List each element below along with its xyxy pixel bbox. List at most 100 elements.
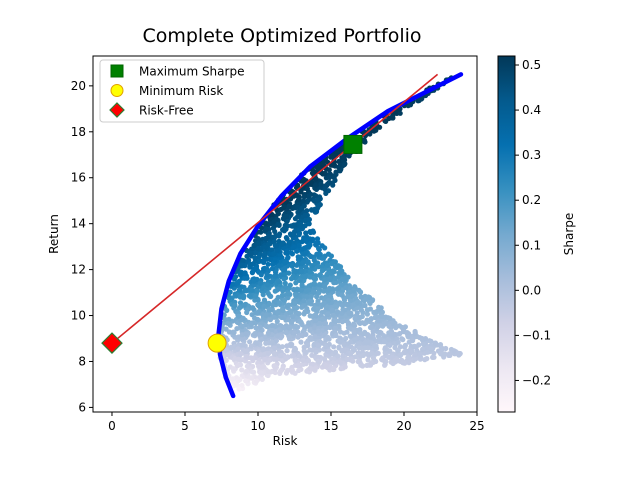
scatter-point — [296, 197, 302, 203]
scatter-point — [232, 302, 238, 309]
scatter-point — [252, 315, 258, 321]
scatter-point — [341, 162, 347, 168]
scatter-point — [336, 285, 342, 291]
scatter-point — [396, 331, 402, 337]
scatter-point — [230, 376, 236, 382]
scatter-point — [243, 275, 249, 281]
scatter-point — [315, 306, 321, 312]
scatter-point — [294, 248, 300, 254]
scatter-point — [328, 253, 334, 259]
scatter-point — [304, 186, 310, 192]
scatter-point — [235, 346, 241, 352]
scatter-point — [335, 309, 341, 315]
scatter-point — [295, 185, 301, 191]
colorbar-tick-label: 0.4 — [522, 103, 541, 117]
scatter-point — [332, 275, 339, 281]
scatter-point — [289, 341, 295, 348]
scatter-point — [302, 348, 308, 354]
scatter-point — [271, 251, 277, 257]
scatter-point — [238, 317, 244, 323]
scatter-point — [282, 297, 288, 303]
scatter-point — [279, 344, 285, 350]
scatter-point — [412, 330, 418, 336]
scatter-point — [308, 336, 314, 342]
scatter-point — [321, 356, 328, 362]
scatter-point — [346, 301, 352, 307]
scatter-point — [247, 261, 253, 267]
scatter-point — [361, 331, 367, 337]
scatter-point — [296, 311, 302, 317]
scatter-point — [290, 352, 297, 358]
scatter-point — [281, 325, 287, 331]
scatter-point — [345, 320, 352, 326]
scatter-point — [308, 253, 314, 260]
y-axis-label: Return — [47, 214, 61, 254]
scatter-point — [309, 352, 315, 358]
scatter-point — [270, 302, 276, 308]
scatter-point — [286, 270, 292, 276]
scatter-point — [299, 304, 305, 310]
scatter-point — [285, 291, 291, 297]
scatter-point — [289, 263, 295, 269]
scatter-point — [335, 290, 341, 297]
scatter-point — [248, 321, 254, 327]
scatter-point — [266, 357, 272, 363]
scatter-point — [234, 326, 240, 332]
scatter-point — [329, 307, 335, 313]
scatter-point — [304, 294, 310, 300]
scatter-point — [264, 271, 270, 278]
scatter-point — [291, 232, 297, 238]
scatter-point — [298, 189, 304, 195]
scatter-point — [254, 288, 260, 294]
scatter-point — [263, 236, 269, 242]
scatter-point — [341, 155, 347, 161]
scatter-point — [322, 277, 328, 283]
scatter-point — [404, 330, 410, 336]
scatter-point — [242, 287, 248, 293]
scatter-point — [262, 244, 268, 250]
scatter-point — [294, 305, 300, 311]
scatter-point — [365, 357, 371, 363]
scatter-point — [263, 340, 269, 346]
scatter-point — [236, 287, 243, 293]
scatter-point — [289, 367, 295, 373]
scatter-point — [313, 313, 319, 319]
colorbar-tick-label: −0.2 — [522, 373, 551, 387]
legend-risk-free-swatch — [109, 102, 125, 118]
scatter-point — [349, 293, 355, 299]
scatter-point — [362, 345, 368, 351]
scatter-point — [275, 333, 281, 339]
scatter-point — [318, 181, 324, 187]
scatter-point — [239, 262, 245, 268]
scatter-point — [226, 316, 232, 322]
scatter-point — [253, 325, 259, 331]
scatter-point — [336, 344, 342, 350]
colorbar-ticks: −0.2 −0.1 0.0 0.1 0.2 0.3 0.4 0.5 — [515, 58, 551, 387]
scatter-point — [330, 360, 336, 366]
x-tick-label: 15 — [323, 419, 338, 433]
scatter-point — [242, 271, 248, 277]
scatter-points — [216, 75, 463, 395]
scatter-point — [345, 294, 351, 300]
scatter-point — [296, 242, 302, 248]
scatter-point — [315, 204, 321, 210]
scatter-point — [281, 226, 287, 232]
scatter-point — [356, 341, 362, 347]
scatter-point — [287, 325, 294, 331]
scatter-point — [278, 314, 284, 320]
scatter-point — [281, 204, 287, 210]
plot-frame — [92, 55, 478, 413]
scatter-point — [292, 358, 298, 364]
scatter-point — [311, 257, 317, 263]
scatter-point — [241, 302, 247, 308]
maximum-sharpe-marker — [343, 134, 363, 154]
scatter-point — [272, 364, 278, 370]
scatter-point — [271, 219, 277, 225]
scatter-point — [316, 245, 322, 252]
scatter-point — [260, 347, 266, 353]
x-tick-label: 0 — [108, 419, 116, 433]
y-tick-label: 6 — [78, 400, 86, 414]
scatter-point — [319, 243, 325, 249]
scatter-point — [325, 311, 331, 317]
scatter-point — [283, 259, 289, 265]
